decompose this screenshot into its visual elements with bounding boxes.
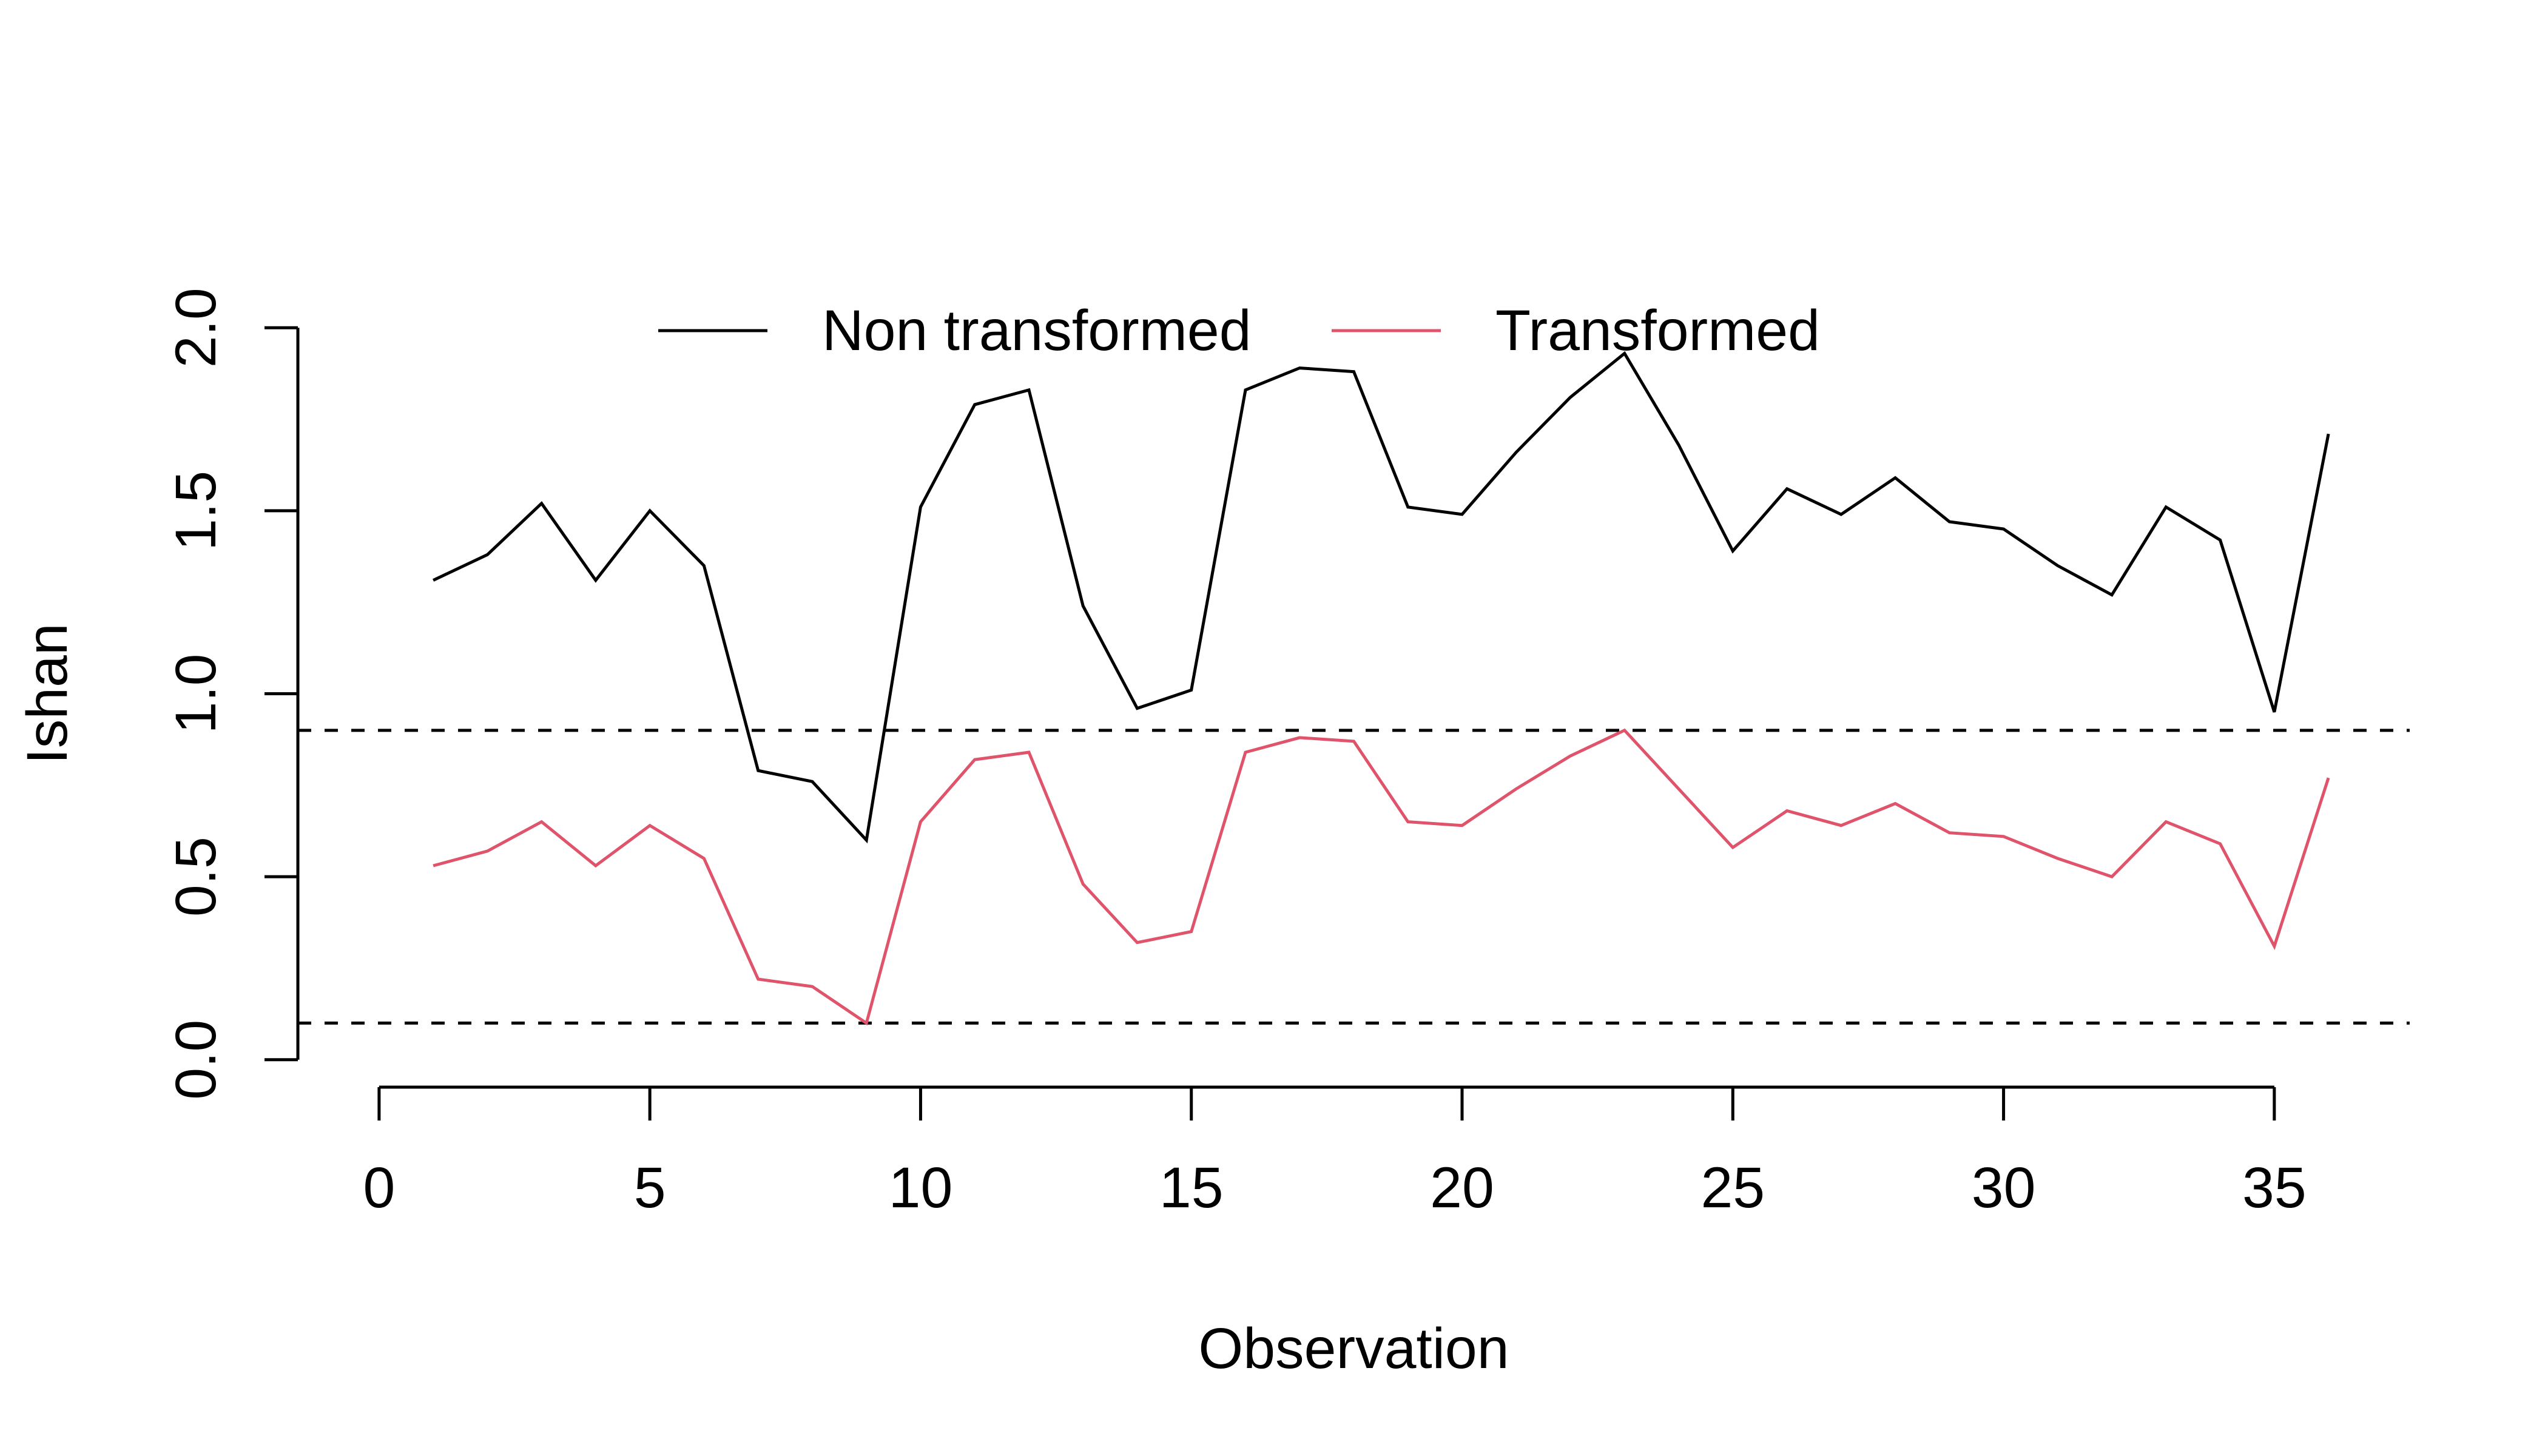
y-tick-label: 1.5 [164, 471, 228, 551]
x-tick-label: 35 [2242, 1156, 2307, 1220]
y-tick-label: 0.5 [164, 837, 228, 917]
x-tick-label: 15 [1159, 1156, 1224, 1220]
series-group [433, 351, 2330, 1026]
y-tick-label: 1.0 [164, 653, 228, 733]
x-axis-title: Observation [1198, 1316, 1509, 1381]
legend-label: Non transformed [822, 298, 1252, 363]
legend-label: Transformed [1495, 298, 1820, 363]
x-tick-label: 25 [1700, 1156, 1765, 1220]
y-axis-title: Ishan [15, 623, 79, 764]
axes: 0 5 10 15 20 25 30 35 0.0 0.5 1.0 1.5 2.0 [164, 288, 2307, 1220]
y-tick-label: 0.0 [164, 1020, 228, 1100]
x-tick-label: 20 [1430, 1156, 1494, 1220]
series-line-transformed [433, 728, 2330, 1026]
x-tick-label: 5 [634, 1156, 666, 1220]
x-tick-label: 0 [363, 1156, 395, 1220]
y-tick-label: 2.0 [164, 288, 228, 368]
series-line-non-transformed [433, 351, 2330, 844]
legend: Non transformed Transformed [658, 298, 1820, 363]
x-tick-label: 30 [1972, 1156, 2036, 1220]
reference-lines [298, 729, 2410, 1025]
x-tick-label: 10 [889, 1156, 953, 1220]
